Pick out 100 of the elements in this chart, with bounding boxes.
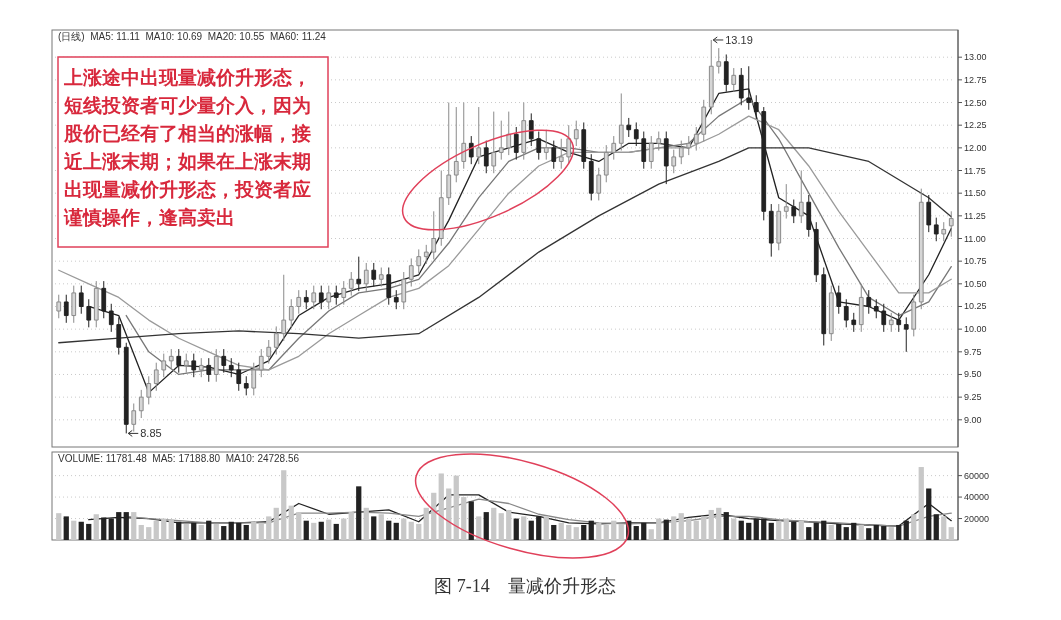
bar	[866, 528, 872, 540]
candlestick	[626, 117, 632, 138]
candlestick	[258, 348, 264, 378]
bar	[716, 507, 722, 540]
bar	[236, 522, 242, 540]
candlestick	[281, 274, 287, 342]
candlestick	[453, 106, 459, 183]
bar	[798, 520, 804, 540]
candlestick	[153, 362, 159, 392]
bar	[476, 516, 482, 540]
candlestick	[753, 94, 759, 120]
bar	[611, 520, 617, 540]
candlestick	[311, 285, 317, 310]
bar	[948, 527, 954, 540]
candlestick	[498, 120, 504, 161]
candlestick	[693, 126, 699, 152]
y-tick-label: 40000	[964, 492, 990, 503]
bar	[198, 524, 204, 540]
candlestick	[483, 140, 489, 174]
candlestick	[318, 285, 324, 310]
candlestick	[836, 285, 842, 315]
bar	[71, 520, 77, 540]
bar	[243, 524, 249, 540]
bar	[618, 523, 624, 540]
candlestick	[798, 170, 804, 224]
bar	[596, 522, 602, 540]
candlestick	[551, 140, 557, 170]
candlestick	[843, 298, 849, 328]
candlestick	[888, 312, 894, 333]
bar	[483, 512, 489, 540]
candlestick	[813, 221, 819, 283]
candlestick	[386, 267, 392, 306]
candlestick	[468, 135, 474, 165]
candlestick	[513, 126, 519, 161]
y-tick-label: 11.25	[964, 210, 986, 221]
y-tick-label: 10.00	[964, 324, 987, 335]
bar	[341, 518, 347, 540]
candlestick	[108, 303, 114, 333]
bar	[146, 527, 152, 540]
bar	[656, 518, 662, 540]
y-tick-label: 12.75	[964, 74, 987, 85]
y-tick-label: 10.50	[964, 278, 987, 289]
bar	[941, 516, 947, 540]
candlestick	[806, 194, 812, 238]
bar	[746, 522, 752, 540]
y-tick-label: 12.50	[964, 97, 987, 108]
bar	[228, 521, 234, 540]
bar	[543, 516, 549, 540]
candlestick	[213, 348, 219, 383]
y-tick-label: 13.00	[964, 52, 987, 63]
bar	[363, 507, 369, 540]
bar	[701, 516, 707, 540]
bar	[138, 524, 144, 540]
candlestick	[446, 102, 452, 206]
bar	[881, 526, 887, 540]
candlestick	[423, 244, 429, 265]
bar	[933, 514, 939, 540]
bar	[858, 524, 864, 540]
bar	[348, 512, 354, 540]
bar	[258, 522, 264, 540]
bar	[183, 523, 189, 540]
bar	[551, 524, 557, 540]
y-tick-label: 20000	[964, 513, 990, 524]
candlestick	[206, 357, 212, 383]
candlestick	[896, 312, 902, 333]
bar	[386, 520, 392, 540]
bar	[873, 524, 879, 540]
bar	[678, 513, 684, 540]
candlestick	[251, 362, 257, 396]
candlestick	[243, 375, 249, 396]
bar	[446, 488, 452, 540]
annotation: VOLUME: 11781.48 MA5: 17188.80 MA10: 24728.56	[58, 453, 300, 464]
candlestick	[401, 271, 407, 310]
bar	[671, 516, 677, 540]
annotation: (日线) MA5: 11.11 MA10: 10.69 MA20: 10.55 MA60: 11.24	[58, 31, 327, 42]
bar	[693, 520, 699, 540]
candlestick	[821, 267, 827, 346]
candlestick	[131, 402, 137, 433]
bar	[311, 522, 317, 540]
y-tick-label: 11.50	[964, 188, 986, 199]
candlestick	[191, 353, 197, 378]
candlestick	[183, 353, 189, 374]
bar	[416, 523, 422, 540]
candlestick	[911, 294, 917, 337]
bar	[648, 529, 654, 540]
bar	[783, 518, 789, 540]
candlestick	[903, 316, 909, 353]
candlestick	[408, 257, 414, 288]
bar	[206, 520, 212, 540]
y-tick-label: 12.25	[964, 120, 987, 131]
candlestick	[371, 262, 377, 288]
bar	[731, 518, 737, 540]
bar	[371, 516, 377, 540]
candlestick	[176, 348, 182, 374]
candlestick	[543, 129, 549, 161]
candlestick	[941, 221, 947, 242]
bar	[468, 501, 474, 540]
candlestick	[603, 144, 609, 183]
annotation: 上涨途中出现量减价升形态，短线投资者可少量介入，因为股价已经有了相当的涨幅，接近上涨末期；如果在上涨末期出现量减价升形态，投资者应谨慎操作，逢高卖出	[63, 67, 311, 228]
candlestick	[716, 47, 722, 75]
